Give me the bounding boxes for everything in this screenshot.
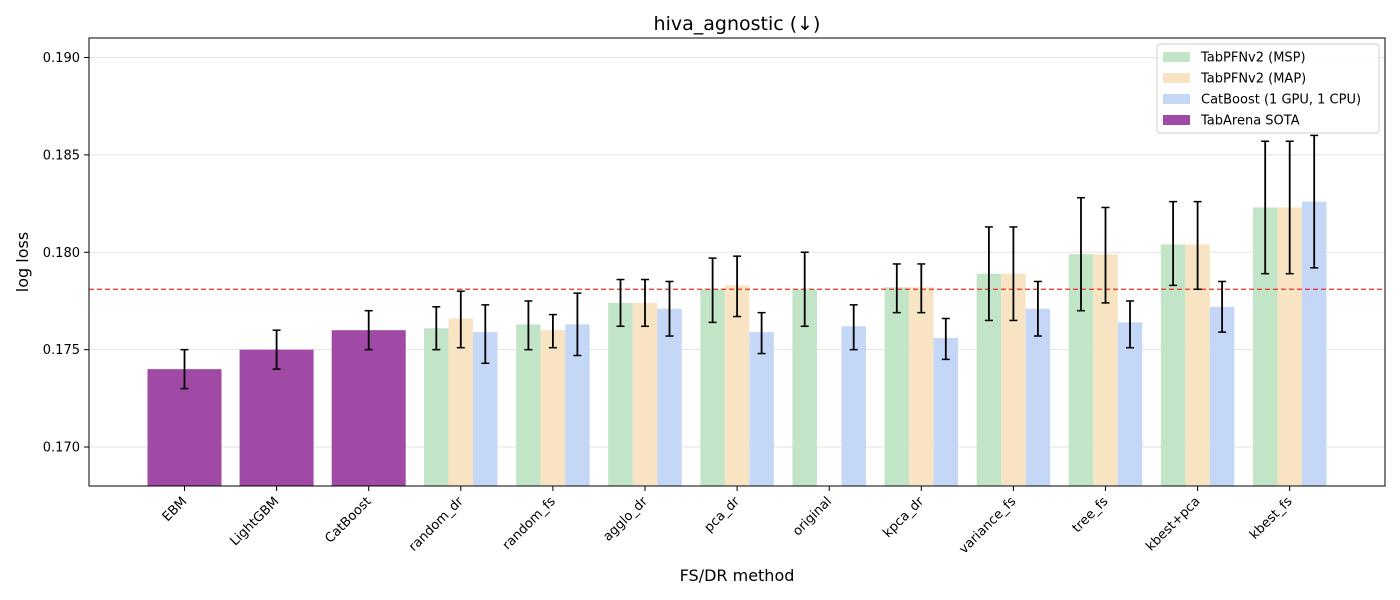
legend-swatch	[1163, 52, 1190, 62]
y-tick-label: 0.175	[43, 343, 80, 358]
bar-catboost	[933, 337, 959, 486]
bars	[147, 201, 1327, 487]
bar-tabpfn-map	[632, 302, 658, 486]
bar-sota	[331, 330, 406, 486]
legend-swatch	[1163, 94, 1190, 104]
x-tick-label: original	[790, 494, 835, 539]
bar-catboost	[749, 332, 774, 486]
legend-label: CatBoost (1 GPU, 1 CPU)	[1201, 93, 1361, 108]
legend-swatch	[1163, 115, 1190, 125]
bar-tabpfn-msp	[516, 324, 541, 486]
legend-label: TabPFNv2 (MAP)	[1200, 72, 1306, 87]
x-tick-label: variance_fs	[956, 494, 1019, 557]
x-tick-label: random_dr	[406, 494, 467, 555]
bar-catboost	[1117, 322, 1143, 486]
legend-label: TabArena SOTA	[1200, 114, 1300, 129]
x-tick-label: kpca_dr	[880, 494, 927, 541]
y-tick-label: 0.170	[43, 441, 80, 456]
bar-tabpfn-msp	[608, 302, 633, 486]
legend: TabPFNv2 (MSP) TabPFNv2 (MAP) CatBoost (1 …	[1156, 43, 1380, 134]
bar-catboost	[1025, 308, 1051, 486]
x-axis-label: FS/DR method	[680, 566, 795, 585]
x-tick-label: pca_dr	[702, 494, 744, 536]
x-tick-label: CatBoost	[322, 494, 374, 546]
x-tick-label: kbest_fs	[1247, 494, 1296, 543]
x-axis: EBM LightGBM CatBoost random_dr random_fs agg…	[160, 486, 1296, 557]
legend-label: TabPFNv2 (MSP)	[1200, 51, 1306, 66]
y-tick-label: 0.180	[43, 246, 80, 261]
x-tick-label: agglo_dr	[601, 494, 652, 545]
x-tick-label: tree_fs	[1070, 494, 1112, 536]
x-tick-label: LightGBM	[228, 494, 283, 549]
x-tick-label: kbest+pca	[1143, 494, 1203, 554]
legend-box	[1156, 43, 1380, 134]
chart-title: hiva_agnostic (↓)	[654, 13, 821, 35]
bar-tabpfn-map	[909, 287, 934, 486]
bar-catboost	[841, 326, 866, 486]
bar-tabpfn-map	[724, 285, 750, 486]
bar-catboost	[1209, 306, 1235, 486]
y-tick-label: 0.190	[43, 51, 80, 66]
bar-sota	[239, 349, 314, 486]
y-axis: 0.170 0.175 0.180 0.185 0.190	[43, 51, 89, 456]
legend-swatch	[1163, 73, 1190, 83]
bar-catboost	[657, 308, 682, 486]
x-tick-label: random_fs	[500, 494, 559, 553]
y-axis-label: log loss	[13, 232, 32, 292]
y-tick-label: 0.185	[43, 148, 80, 163]
bar-tabpfn-msp	[424, 328, 449, 486]
bar-tabpfn-msp	[884, 287, 910, 486]
bar-tabpfn-map	[540, 330, 566, 486]
error-bars	[180, 134, 1319, 390]
x-tick-label: EBM	[160, 494, 191, 525]
